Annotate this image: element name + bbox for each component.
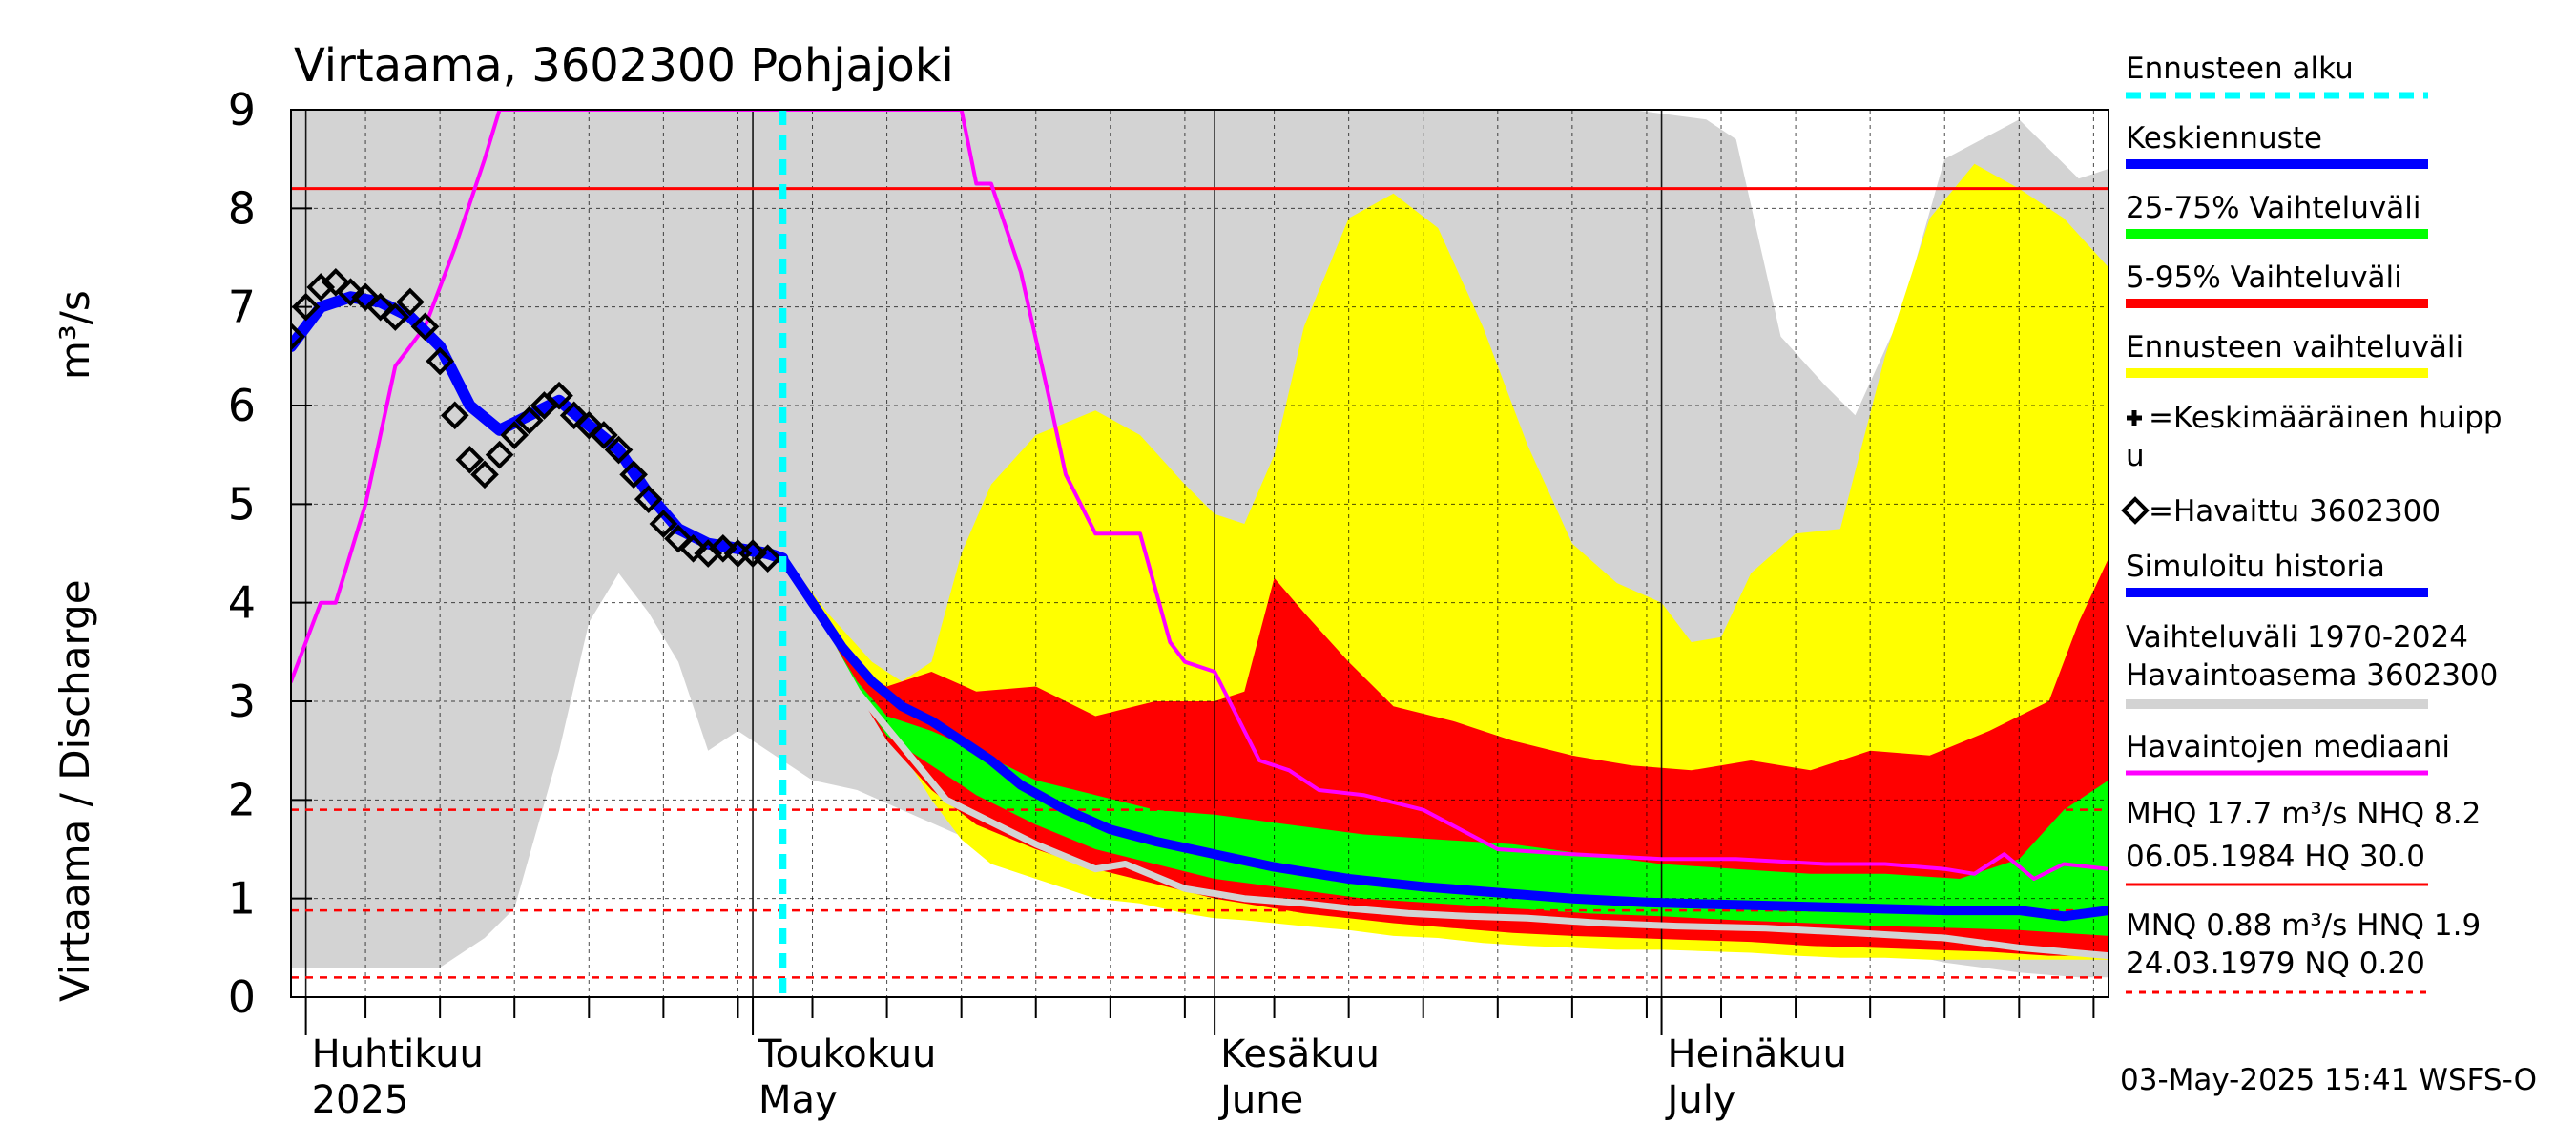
x-month-sublabel: 2025 (312, 1078, 409, 1122)
stats-line-mhq: MHQ 17.7 m³/s NHQ 8.2 (2126, 797, 2481, 831)
y-axis-unit: m³/s (52, 290, 98, 380)
observed-point (440, 401, 469, 430)
legend-plus-icon (2127, 410, 2142, 426)
legend-label-band-5-95: 5-95% Vaihteluväli (2126, 260, 2402, 295)
y-axis-label: Virtaama / Discharge (52, 579, 98, 1002)
observed-point (426, 346, 454, 376)
stats-line-hq: 06.05.1984 HQ 30.0 (2126, 840, 2425, 874)
observed-point (559, 401, 589, 430)
legend-label-simulated: Simuloitu historia (2126, 550, 2385, 584)
grid (291, 110, 2109, 997)
legend-label-band-25-75: 25-75% Vaihteluväli (2126, 191, 2421, 225)
observed-point (455, 446, 485, 474)
observed-point (545, 381, 573, 410)
legend-label-mean-peak-cont: u (2126, 439, 2145, 473)
observed-point (649, 510, 678, 538)
observed-point (500, 421, 530, 449)
observed-point (664, 524, 693, 553)
y-tick-label: 2 (228, 774, 256, 825)
y-tick-label: 6 (228, 380, 256, 431)
x-month-label: Toukokuu (758, 1032, 936, 1076)
observed-point (470, 460, 499, 489)
x-month-label: Kesäkuu (1220, 1032, 1380, 1076)
y-tick-label: 0 (228, 971, 256, 1023)
legend: Ennusteen alku Keskiennuste 25-75% Vaiht… (2121, 52, 2503, 994)
observed-point (365, 292, 395, 322)
legend-label-forecast-range: Ennusteen vaihteluväli (2126, 330, 2463, 364)
observed-point (410, 312, 440, 342)
reference-lines (291, 187, 2109, 979)
x-month-label: Heinäkuu (1668, 1032, 1847, 1076)
legend-label-mean-forecast: Keskiennuste (2126, 121, 2322, 156)
legend-label-mean-peak: =Keskimääräinen huipp (2149, 401, 2503, 435)
y-tick-label: 4 (228, 577, 256, 629)
observed-point (738, 539, 767, 568)
observed-point (306, 273, 336, 302)
observed-markers (291, 268, 782, 572)
y-tick-label: 8 (228, 182, 256, 234)
observed-point (381, 302, 410, 331)
x-month-label: Huhtikuu (312, 1032, 484, 1076)
band-5-95-area (782, 553, 2109, 956)
x-month-sublabel: May (758, 1078, 838, 1122)
chart-title: Virtaama, 3602300 Pohjajoki (294, 39, 954, 93)
observed-point (351, 282, 380, 312)
observed-point (322, 268, 350, 297)
median-line (291, 110, 2109, 881)
observed-point (619, 460, 648, 489)
y-tick-label: 5 (228, 478, 256, 530)
y-tick-label: 7 (228, 281, 256, 333)
observed-point (604, 435, 634, 465)
y-tick-label: 9 (228, 84, 256, 135)
observed-point (291, 292, 321, 322)
stats-line-mnq: MNQ 0.88 m³/s HNQ 1.9 (2126, 908, 2481, 943)
x-month-sublabel: June (1217, 1078, 1303, 1122)
plot-frame (290, 109, 2109, 998)
observed-point (753, 544, 782, 572)
y-tick-label: 1 (228, 873, 256, 925)
observed-point (678, 534, 708, 563)
observed-point (485, 440, 514, 469)
y-tick-label: 3 (228, 676, 256, 727)
observed-point (574, 410, 604, 440)
stats-line-nq: 24.03.1979 NQ 0.20 (2126, 947, 2425, 981)
legend-label-history-range-station: Havaintoasema 3602300 (2126, 658, 2498, 693)
observed-point (336, 278, 365, 306)
legend-label-forecast-start: Ennusteen alku (2126, 52, 2354, 86)
observed-point (590, 421, 618, 449)
observed-point (396, 287, 425, 317)
legend-diamond-icon (2121, 496, 2150, 525)
timestamp-footer: 03-May-2025 15:41 WSFS-O (2120, 1063, 2537, 1097)
observed-point (515, 406, 544, 435)
x-month-sublabel: July (1665, 1078, 1736, 1122)
band-25-75-area (782, 553, 2109, 936)
mean-forecast-line (778, 553, 2109, 922)
observed-point (291, 322, 305, 351)
legend-label-median: Havaintojen mediaani (2126, 730, 2450, 764)
observed-point (708, 534, 737, 563)
legend-label-history-range: Vaihteluväli 1970-2024 (2126, 620, 2468, 655)
history-min-line (779, 554, 2109, 960)
observed-point (694, 539, 723, 568)
observed-point (634, 485, 663, 513)
legend-label-observed: =Havaittu 3602300 (2149, 494, 2441, 529)
y-axis: 0 1 2 3 4 5 6 7 8 9 (228, 84, 312, 1023)
